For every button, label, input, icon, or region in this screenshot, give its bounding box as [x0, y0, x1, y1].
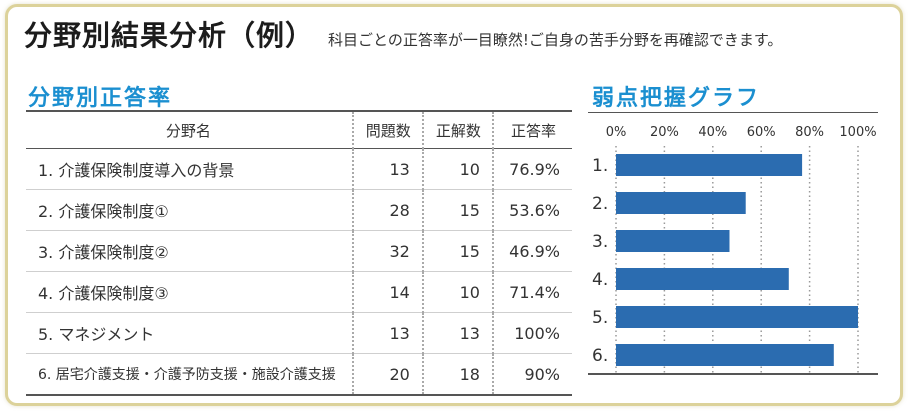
bar [616, 306, 858, 328]
table-row: 2. 介護保険制度① 28 15 53.6% [26, 189, 572, 231]
cell-field: 4. 介護保険制度③ [26, 271, 353, 313]
cell-field: 3. 介護保険制度② [26, 230, 353, 272]
cell-correct: 15 [421, 189, 493, 231]
cell-rate: 90% [491, 353, 572, 396]
cell-correct: 10 [421, 271, 493, 313]
bar [616, 154, 803, 176]
cell-correct: 13 [421, 312, 493, 354]
cell-field: 1. 介護保険制度導入の背景 [26, 149, 353, 190]
bar [616, 268, 789, 290]
x-tick-label: 100% [839, 125, 876, 140]
header-rate: 正答率 [491, 112, 572, 149]
score-table: 分野名 問題数 正解数 正答率 1. 介護保険制度導入の背景 13 10 76.… [26, 112, 572, 396]
table-row: 5. マネジメント 13 13 100% [26, 312, 572, 354]
header-correct: 正解数 [421, 112, 493, 149]
cell-field: 5. マネジメント [26, 312, 353, 354]
header-questions: 問題数 [351, 112, 423, 149]
x-tick-label: 40% [698, 125, 727, 140]
category-label: 5. [592, 308, 608, 328]
cell-questions: 20 [351, 353, 423, 396]
cell-field: 6. 居宅介護支援・介護予防支援・施設介護支援 [26, 353, 353, 396]
category-label: 1. [592, 156, 608, 176]
cell-correct: 15 [421, 230, 493, 272]
table-header-row: 分野名 問題数 正解数 正答率 [26, 112, 572, 149]
cell-rate: 100% [491, 312, 572, 354]
table-row: 3. 介護保険制度② 32 15 46.9% [26, 230, 572, 272]
bar [616, 230, 730, 252]
cell-field: 2. 介護保険制度① [26, 189, 353, 231]
x-tick-label: 20% [650, 125, 679, 140]
x-tick-label: 60% [747, 125, 776, 140]
cell-questions: 13 [351, 149, 423, 190]
category-label: 6. [592, 346, 608, 366]
bar [616, 192, 746, 214]
cell-questions: 32 [351, 230, 423, 272]
x-tick-label: 80% [795, 125, 824, 140]
cell-correct: 10 [421, 149, 493, 190]
header-field: 分野名 [26, 112, 353, 149]
cell-rate: 53.6% [491, 189, 572, 231]
cell-questions: 28 [351, 189, 423, 231]
cell-questions: 13 [351, 312, 423, 354]
cell-rate: 76.9% [491, 149, 572, 190]
table-row: 6. 居宅介護支援・介護予防支援・施設介護支援 20 18 90% [26, 353, 572, 396]
table-row: 1. 介護保険制度導入の背景 13 10 76.9% [26, 149, 572, 190]
weakness-bar-chart: 0% 20% 40% 60% 80% 100% 1. 2. 3. 4. 5. 6. [588, 112, 878, 375]
category-label: 3. [592, 232, 608, 252]
cell-questions: 14 [351, 271, 423, 313]
cell-rate: 46.9% [491, 230, 572, 272]
category-label: 2. [592, 194, 608, 214]
page-subtitle: 科目ごとの正答率が一目瞭然!ご自身の苦手分野を再確認できます。 [328, 31, 783, 49]
heading: 分野別結果分析（例） 科目ごとの正答率が一目瞭然!ご自身の苦手分野を再確認できま… [24, 14, 782, 54]
bar [616, 344, 834, 366]
table-top-rule [26, 110, 572, 112]
table-row: 4. 介護保険制度③ 14 10 71.4% [26, 271, 572, 313]
table-section-title: 分野別正答率 [28, 86, 173, 111]
page-title: 分野別結果分析（例） [24, 19, 315, 52]
cell-rate: 71.4% [491, 271, 572, 313]
x-tick-label: 0% [606, 125, 627, 140]
chart-section-title: 弱点把握グラフ [592, 86, 761, 111]
category-label: 4. [592, 270, 608, 290]
cell-correct: 18 [421, 353, 493, 396]
